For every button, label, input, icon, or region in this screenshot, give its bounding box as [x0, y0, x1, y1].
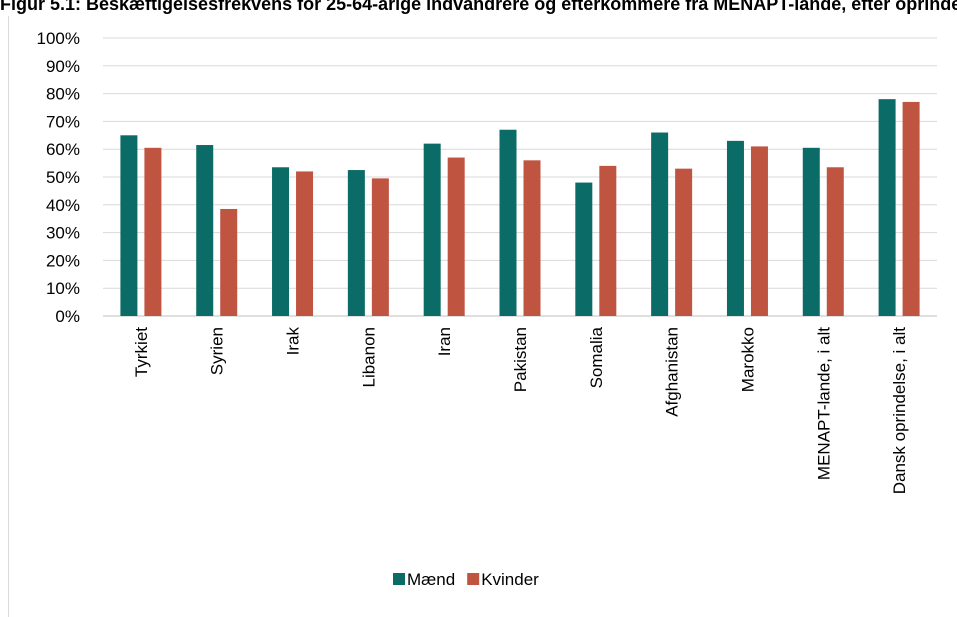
gridlines: [103, 37, 937, 317]
bar-kvinder: [447, 157, 465, 316]
y-tick-label: 0%: [55, 307, 80, 326]
y-tick-label: 90%: [46, 57, 80, 76]
bar-maend: [575, 182, 593, 316]
y-tick-label: 70%: [46, 112, 80, 131]
bar-maend: [347, 170, 365, 316]
bar-kvinder: [296, 171, 314, 316]
x-axis-categories: Tyrkiet Syrien Irak Libanon Iran Pakistan Soma…: [132, 326, 909, 494]
bar-kvinder: [220, 208, 238, 316]
x-category-label: Libanon: [359, 327, 378, 388]
x-category-label: Iran: [435, 327, 454, 356]
y-tick-label: 100%: [37, 29, 80, 48]
bar-kvinder: [902, 101, 920, 316]
bar-maend: [120, 135, 138, 316]
bars: [120, 99, 920, 316]
y-axis-ticks: 0% 10% 20% 30% 40% 50% 60% 70% 80% 90% 100%: [37, 29, 80, 326]
y-tick-label: 20%: [46, 251, 80, 270]
x-category-label: Tyrkiet: [132, 327, 151, 377]
bar-kvinder: [599, 165, 617, 316]
bar-maend: [651, 132, 669, 316]
bar-kvinder: [523, 160, 541, 316]
legend-swatch: [467, 573, 480, 585]
x-category-label: Marokko: [738, 327, 757, 392]
y-tick-label: 60%: [46, 140, 80, 159]
bar-maend: [878, 99, 896, 316]
bar-maend: [423, 143, 441, 316]
bar-kvinder: [675, 168, 693, 316]
x-category-label: Dansk oprindelse, i alt: [890, 327, 909, 495]
chart-frame: [8, 16, 956, 617]
bar-kvinder: [826, 167, 844, 316]
bar-maend: [802, 147, 820, 316]
bar-kvinder: [144, 147, 162, 316]
bar-kvinder: [371, 178, 389, 316]
bar-maend: [196, 145, 214, 316]
bar-kvinder: [750, 146, 768, 316]
legend-label: Kvinder: [481, 570, 539, 589]
legend-label: Mænd: [407, 570, 455, 589]
y-tick-label: 50%: [46, 168, 80, 187]
x-category-label: Irak: [284, 327, 303, 356]
x-category-label: MENAPT-lande, i alt: [814, 327, 833, 480]
x-category-label: Pakistan: [511, 327, 530, 392]
y-tick-label: 30%: [46, 224, 80, 243]
y-tick-label: 80%: [46, 85, 80, 104]
legend-swatch: [393, 573, 405, 585]
x-category-label: Syrien: [208, 327, 227, 375]
x-category-label: Somalia: [587, 326, 606, 388]
y-tick-label: 40%: [46, 196, 80, 215]
y-tick-label: 10%: [46, 279, 80, 298]
bar-maend: [499, 129, 517, 316]
legend: Mænd Kvinder: [393, 570, 539, 589]
bar-maend: [272, 167, 290, 316]
bar-maend: [726, 140, 744, 316]
chart-title: Figur 5.1: Beskæftigelsesfrekvens for 25…: [0, 0, 957, 14]
x-category-label: Afghanistan: [663, 327, 682, 417]
